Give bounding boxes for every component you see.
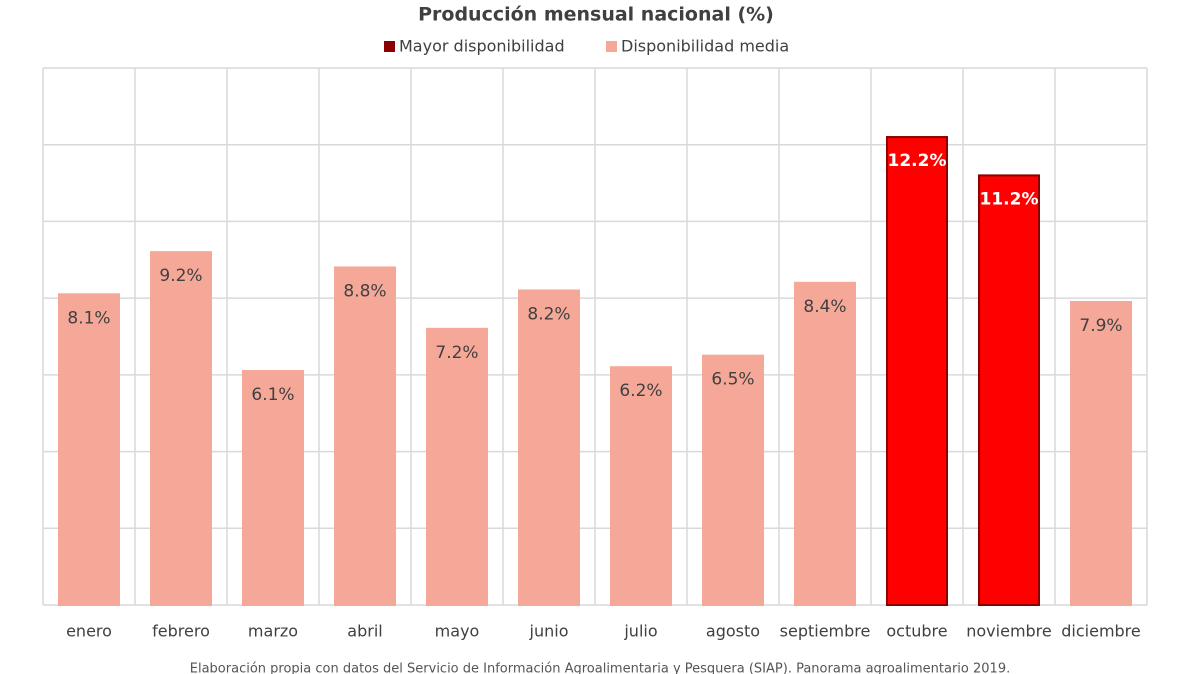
x-tick-label: agosto bbox=[706, 622, 760, 641]
bar bbox=[610, 366, 672, 606]
legend-label: Mayor disponibilidad bbox=[399, 37, 565, 56]
bar bbox=[886, 136, 948, 607]
value-label: 6.1% bbox=[251, 385, 294, 405]
x-tick-label: noviembre bbox=[966, 622, 1052, 641]
value-label: 6.2% bbox=[619, 381, 662, 401]
value-label: 7.2% bbox=[435, 343, 478, 363]
value-label: 9.2% bbox=[159, 266, 202, 286]
bar bbox=[518, 289, 580, 606]
bar bbox=[978, 174, 1040, 606]
x-tick-label: julio bbox=[623, 622, 657, 641]
value-label: 8.8% bbox=[343, 281, 386, 301]
x-tick-label: octubre bbox=[886, 622, 947, 641]
bar bbox=[794, 281, 856, 606]
x-tick-label: abril bbox=[347, 622, 382, 641]
legend-swatch bbox=[606, 41, 617, 52]
bar bbox=[150, 251, 212, 606]
value-label: 8.1% bbox=[67, 308, 110, 328]
value-label: 8.2% bbox=[527, 304, 570, 324]
x-tick-label: enero bbox=[66, 622, 112, 641]
x-tick-label: marzo bbox=[248, 622, 298, 641]
chart-title: Producción mensual nacional (%) bbox=[418, 4, 774, 26]
value-label: 6.5% bbox=[711, 370, 754, 390]
legend-swatch bbox=[384, 41, 395, 52]
bar bbox=[58, 293, 120, 606]
value-label: 8.4% bbox=[803, 297, 846, 317]
bar bbox=[334, 266, 396, 606]
bar bbox=[242, 370, 304, 606]
x-tick-label: mayo bbox=[435, 622, 480, 641]
value-label: 7.9% bbox=[1079, 316, 1122, 336]
x-tick-label: febrero bbox=[152, 622, 210, 641]
x-tick-label: diciembre bbox=[1061, 622, 1141, 641]
bar bbox=[702, 354, 764, 606]
value-label: 12.2% bbox=[888, 151, 947, 171]
source-note: Elaboración propia con datos del Servici… bbox=[190, 662, 1010, 674]
bar bbox=[1070, 300, 1132, 606]
x-tick-label: septiembre bbox=[780, 622, 871, 641]
value-label: 11.2% bbox=[980, 189, 1039, 209]
legend-label: Disponibilidad media bbox=[621, 37, 789, 56]
x-tick-label: junio bbox=[529, 622, 569, 641]
bar bbox=[426, 327, 488, 606]
